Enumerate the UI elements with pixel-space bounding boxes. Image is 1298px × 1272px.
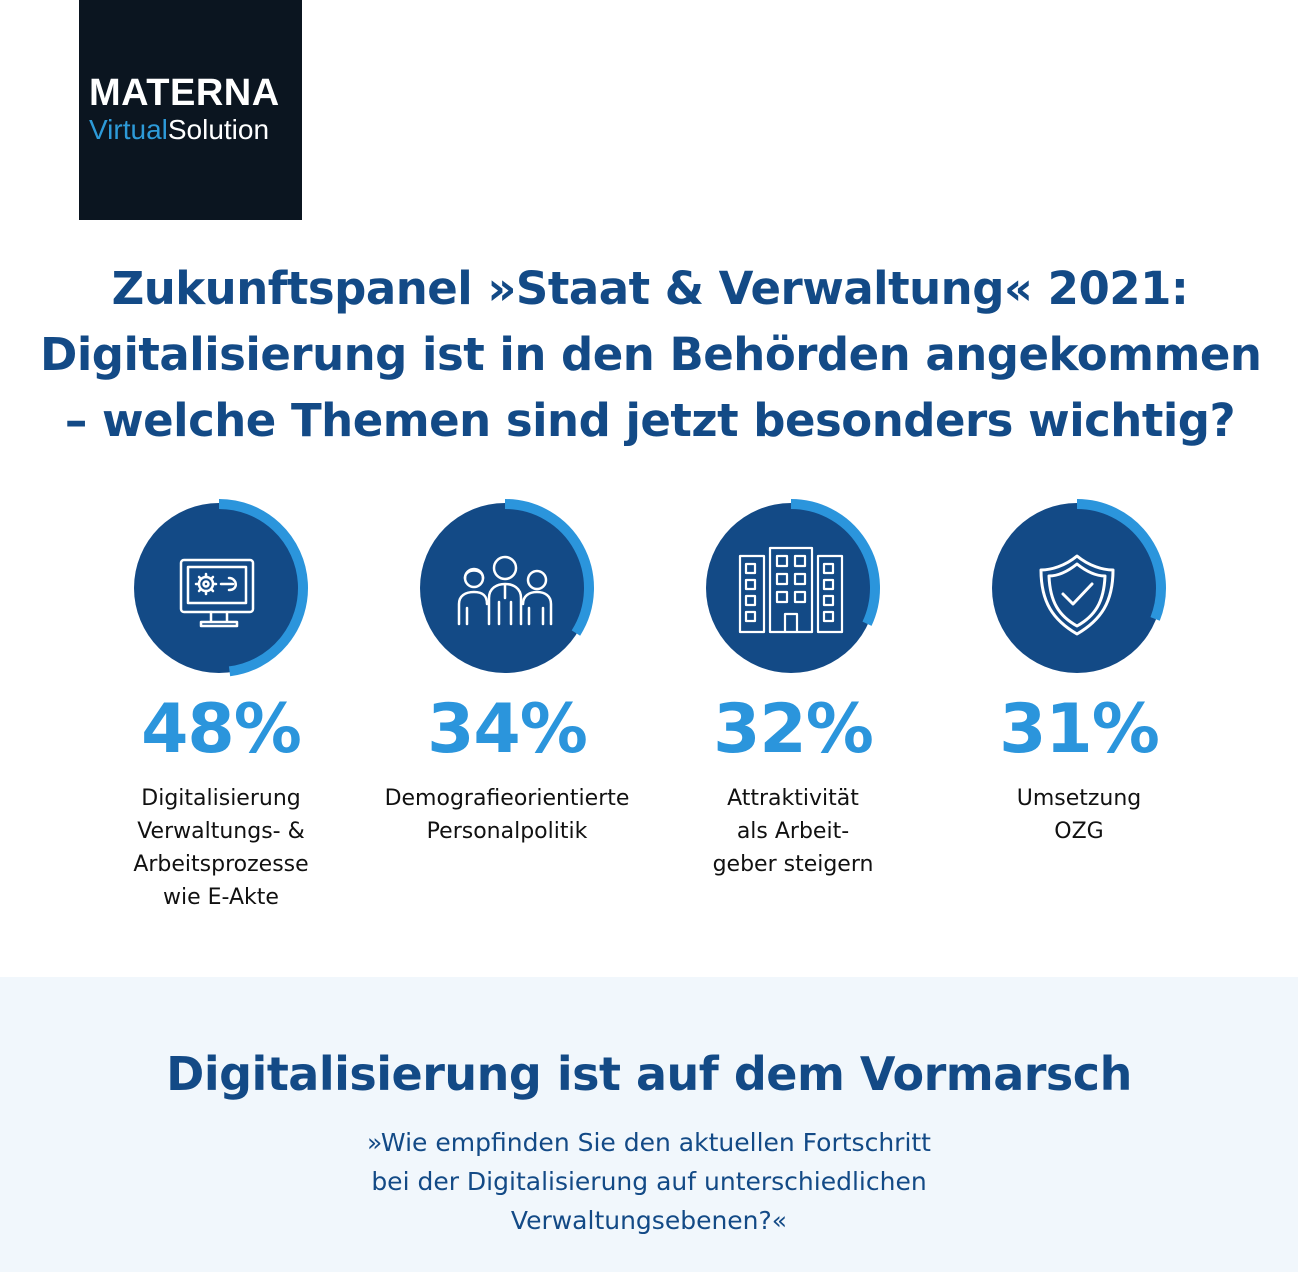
stat-percentage: 34% <box>427 690 588 769</box>
monitor-gear-icon <box>179 558 255 628</box>
question-line: »Wie empfinden Sie den aktuellen Fortsch… <box>367 1128 931 1157</box>
ring-arc <box>790 499 880 626</box>
stat-description: Umsetzung OZG <box>934 782 1224 848</box>
title-line-2: Digitalisierung ist in den Behörden ange… <box>40 328 1262 381</box>
page-title: Zukunftspanel »Staat & Verwaltung« 2021:… <box>40 256 1262 454</box>
logo-brand: MATERNA <box>89 72 280 114</box>
desc-line: OZG <box>1054 819 1104 844</box>
materna-logo: MATERNA VirtualSolution <box>79 0 302 220</box>
ring-circle <box>134 503 304 673</box>
stat-description: Demografieorientierte Personalpolitik <box>362 782 652 848</box>
stat-description: Digitalisierung Verwaltungs- & Arbeitspr… <box>76 782 366 914</box>
stat-percentage: 31% <box>999 690 1160 769</box>
desc-line: geber steigern <box>712 852 874 877</box>
stat-percentage: 48% <box>141 690 302 769</box>
ring-circle <box>992 503 1162 673</box>
question-line: Verwaltungsebenen?« <box>510 1206 788 1235</box>
ring-arc <box>1076 499 1166 621</box>
title-line-1: Zukunftspanel »Staat & Verwaltung« 2021: <box>111 262 1189 315</box>
desc-line: Verwaltungs- & <box>137 819 305 844</box>
ring-arc <box>218 499 308 677</box>
people-group-icon <box>457 555 553 626</box>
progress-ring <box>706 499 880 673</box>
ring-circle <box>706 503 876 673</box>
shield-check-icon <box>1039 554 1115 636</box>
desc-line: Demografieorientierte <box>384 786 630 811</box>
desc-line: Attraktivität <box>727 786 859 811</box>
title-line-3: – welche Themen sind jetzt besonders wic… <box>64 394 1236 447</box>
progress-ring <box>420 499 594 673</box>
logo-sub-rest: Solution <box>167 114 270 145</box>
logo-sub-accent: Virtual <box>89 114 168 145</box>
question-line: bei der Digitalisierung auf unterschiedl… <box>371 1167 927 1196</box>
desc-line: Umsetzung <box>1016 786 1142 811</box>
desc-line: Arbeitsprozesse <box>133 852 309 877</box>
info-panel: Digitalisierung ist auf dem Vormarsch »W… <box>0 977 1298 1272</box>
desc-line: Personalpolitik <box>426 819 588 844</box>
ring-arc <box>504 499 594 636</box>
desc-line: Digitalisierung <box>141 786 301 811</box>
stat-description: Attraktivität als Arbeit- geber steigern <box>648 782 938 881</box>
desc-line: als Arbeit- <box>736 819 850 844</box>
section-question: »Wie empfinden Sie den aktuellen Fortsch… <box>0 1123 1298 1240</box>
desc-line: wie E-Akte <box>163 885 279 910</box>
stat-percentage: 32% <box>713 690 874 769</box>
progress-ring <box>134 499 308 677</box>
section-title: Digitalisierung ist auf dem Vormarsch <box>166 1047 1132 1101</box>
progress-ring <box>992 499 1166 673</box>
office-building-icon <box>738 546 844 634</box>
logo-subline: VirtualSolution <box>89 114 269 146</box>
